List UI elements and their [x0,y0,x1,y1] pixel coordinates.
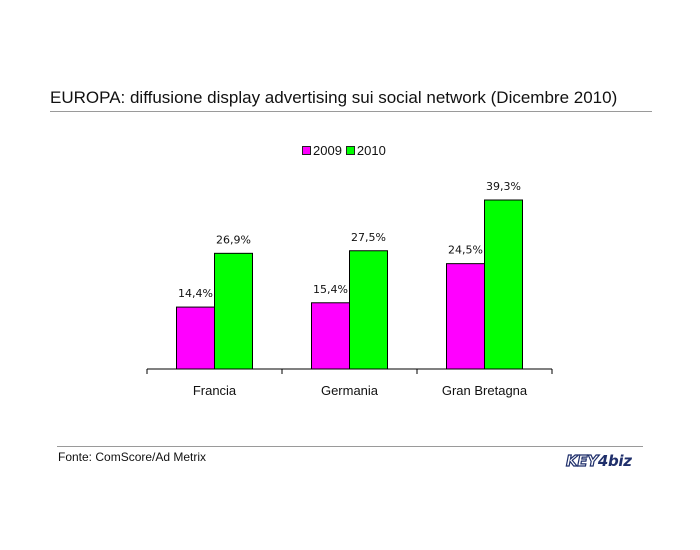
category-label: Germania [321,383,379,398]
source-note: Fonte: ComScore/Ad Metrix [58,450,207,464]
bar-2009-francia [176,306,215,370]
legend-item-2010: 2010 [345,143,386,158]
legend: 2009 2010 [302,143,390,158]
legend-swatch-2010 [345,146,355,155]
legend-label-2009: 2009 [313,143,342,158]
data-label: 24,5% [448,244,483,257]
bar-2009-germania [311,302,350,370]
bar-2010-germania [349,250,388,370]
key4biz-logo: KEY4biz [565,451,632,470]
chart-title: EUROPA: diffusione display advertising s… [50,88,618,107]
bar-2009-gran-bretagna [446,263,485,370]
bar-2010-gran-bretagna [484,199,523,370]
footer-divider [57,446,643,447]
legend-item-2009: 2009 [302,143,342,158]
category-label: Gran Bretagna [442,383,528,398]
data-label: 39,3% [486,180,521,193]
category-label: Francia [193,383,237,398]
data-label: 14,4% [178,287,213,300]
legend-label-2010: 2010 [356,143,386,158]
legend-swatch-2009 [302,146,311,155]
data-label: 15,4% [313,283,348,296]
bar-2010-francia [214,252,253,370]
data-label: 27,5% [351,231,386,244]
data-label: 26,9% [216,233,251,246]
title-divider [50,111,652,112]
